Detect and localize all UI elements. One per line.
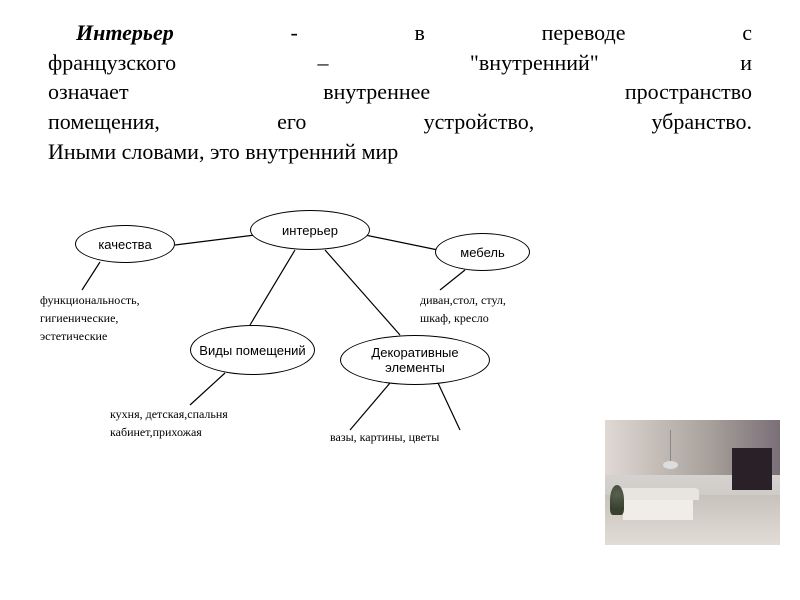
para-line5: Иными словами, это внутренний мир: [48, 137, 752, 167]
term-word: Интерьер: [48, 20, 174, 45]
definition-paragraph: Интерьер - в переводе с французского – "…: [0, 0, 800, 166]
concept-diagram: интерьер качества мебель Виды помещений …: [40, 205, 590, 535]
caption-qualities: функциональность, гигиенические, эстетич…: [40, 291, 140, 345]
node-qualities: качества: [75, 225, 175, 263]
caption-rooms: кухня, детская,спальня кабинет,прихожая: [110, 405, 228, 441]
caption-furniture: диван,стол, стул, шкаф, кресло: [420, 291, 506, 327]
para-line4: помещения, его устройство, убранство.: [48, 107, 752, 137]
node-room-types: Виды помещений: [190, 325, 315, 375]
node-furniture: мебель: [435, 233, 530, 271]
para-line1-rest: - в переводе с: [174, 20, 752, 45]
interior-illustration: [605, 420, 780, 545]
node-interior: интерьер: [250, 210, 370, 250]
node-decor: Декоративные элементы: [340, 335, 490, 385]
caption-decor: вазы, картины, цветы: [330, 430, 439, 445]
para-line2: французского – "внутренний" и: [48, 48, 752, 78]
para-line3: означает внутреннее пространство: [48, 77, 752, 107]
